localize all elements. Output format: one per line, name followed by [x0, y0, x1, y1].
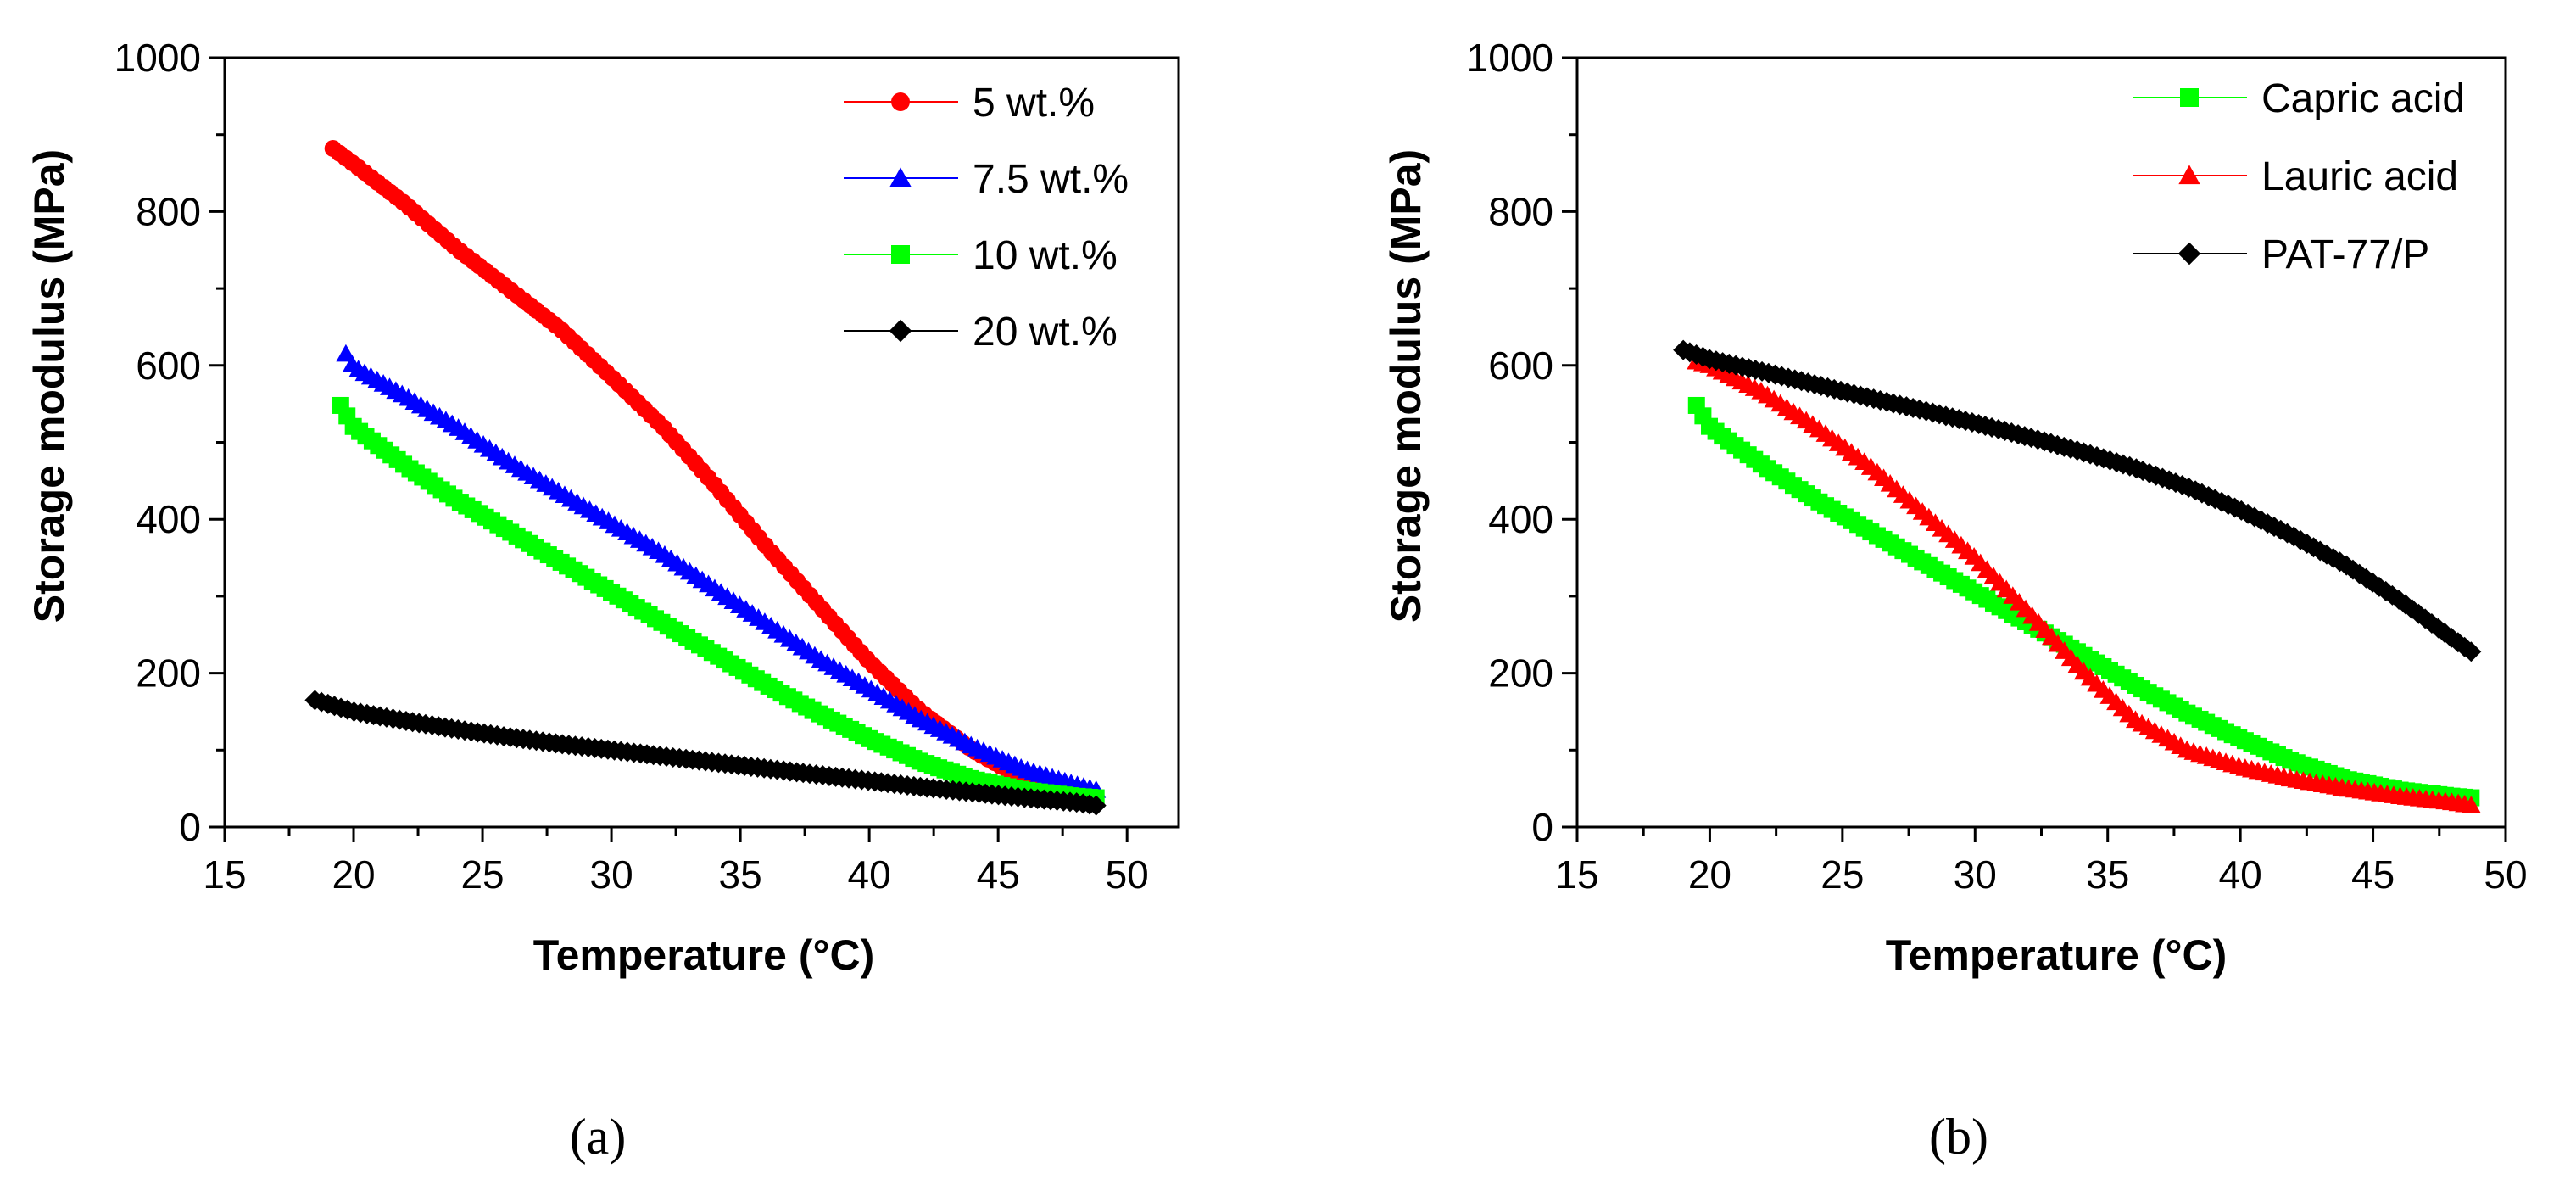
series-20-wt-	[304, 690, 1107, 816]
legend-item: 5 wt.%	[844, 81, 1095, 126]
x-axis-title-b: Temperature (°C)	[1886, 931, 2227, 979]
legend-marker	[889, 167, 912, 187]
y-tick-label: 1000	[114, 36, 201, 80]
legend-label: 20 wt.%	[973, 310, 1118, 355]
y-tick-label: 400	[136, 497, 201, 541]
y-tick-label: 600	[136, 344, 201, 388]
legend-item: 7.5 wt.%	[844, 157, 1129, 202]
x-tick-label: 25	[1820, 852, 1864, 897]
legend-marker	[891, 92, 910, 111]
x-tick-label: 25	[460, 852, 504, 897]
legend-b: Capric acid Lauric acid PAT-77/P	[2133, 76, 2465, 277]
series-10-wt-	[332, 396, 1105, 807]
x-tick-label: 30	[589, 852, 633, 897]
y-tick-label: 200	[136, 651, 201, 696]
legend-item: Lauric acid	[2133, 154, 2458, 199]
legend-a: 5 wt.% 7.5 wt.% 10 wt.% 20 wt.%	[844, 81, 1129, 355]
y-tick-label: 600	[1488, 344, 1553, 388]
chart-panel-b: 15 20 25 30 35 40 45 50 0 200 400 600 800 1000 Capric …	[1382, 36, 2528, 1165]
series-7-5-wt-	[336, 344, 1107, 798]
x-tick-label: 35	[2086, 852, 2129, 897]
legend-marker	[891, 245, 910, 264]
legend-item: Capric acid	[2133, 76, 2465, 121]
x-tick-label: 35	[719, 852, 762, 897]
series-pat-77-p	[1673, 339, 2482, 662]
legend-item: 10 wt.%	[844, 233, 1118, 278]
y-tick-label: 200	[1488, 651, 1553, 696]
data-point	[2461, 796, 2481, 813]
caption-b: (b)	[1929, 1109, 1988, 1165]
legend-item: 20 wt.%	[844, 310, 1118, 355]
x-tick-label: 50	[1106, 852, 1149, 897]
x-axis-title-a: Temperature (°C)	[533, 931, 874, 979]
x-tick-label: 15	[1555, 852, 1598, 897]
x-tick-label: 50	[2484, 852, 2527, 897]
legend-marker	[2180, 88, 2199, 107]
plot-area-a: 15 20 25 30 35 40 45 50 0 200 400 600 800 1000 5 wt.% 7…	[114, 36, 1180, 897]
plot-area-b: 15 20 25 30 35 40 45 50 0 200 400 600 800 1000 Capric …	[1467, 36, 2528, 897]
y-tick-label: 800	[1488, 189, 1553, 233]
x-tick-label: 20	[332, 852, 375, 897]
x-tick-label: 45	[2351, 852, 2395, 897]
legend-item: PAT-77/P	[2133, 232, 2429, 277]
y-tick-label: 0	[1531, 805, 1553, 849]
caption-a: (a)	[570, 1109, 627, 1165]
x-tick-label: 30	[1954, 852, 1997, 897]
data-point	[1085, 795, 1107, 816]
legend-label: 7.5 wt.%	[973, 157, 1129, 202]
legend-marker	[889, 319, 912, 343]
legend-label: 5 wt.%	[973, 81, 1095, 126]
x-tick-label: 15	[203, 852, 246, 897]
x-tick-label: 20	[1688, 852, 1731, 897]
y-tick-label: 800	[136, 189, 201, 233]
y-axis-title-b: Storage modulus (MPa)	[1382, 149, 1430, 623]
y-tick-label: 400	[1488, 497, 1553, 541]
x-tick-label: 40	[2219, 852, 2262, 897]
chart-panel-a: 15 20 25 30 35 40 45 50 0 200 400 600 800 1000 5 wt.% 7…	[25, 36, 1180, 1165]
legend-label: PAT-77/P	[2261, 232, 2429, 277]
legend-label: 10 wt.%	[973, 233, 1118, 278]
legend-label: Lauric acid	[2261, 154, 2458, 199]
series-line	[339, 404, 1096, 800]
data-point	[2461, 641, 2482, 662]
legend-marker	[2177, 242, 2201, 265]
series-line	[1695, 404, 2472, 800]
x-tick-label: 45	[977, 852, 1020, 897]
legend-marker	[2178, 165, 2200, 185]
y-tick-label: 1000	[1467, 36, 1553, 80]
x-tick-label: 40	[848, 852, 891, 897]
y-axis-title-a: Storage modulus (MPa)	[25, 149, 73, 623]
y-tick-label: 0	[179, 805, 201, 849]
legend-label: Capric acid	[2261, 76, 2465, 121]
